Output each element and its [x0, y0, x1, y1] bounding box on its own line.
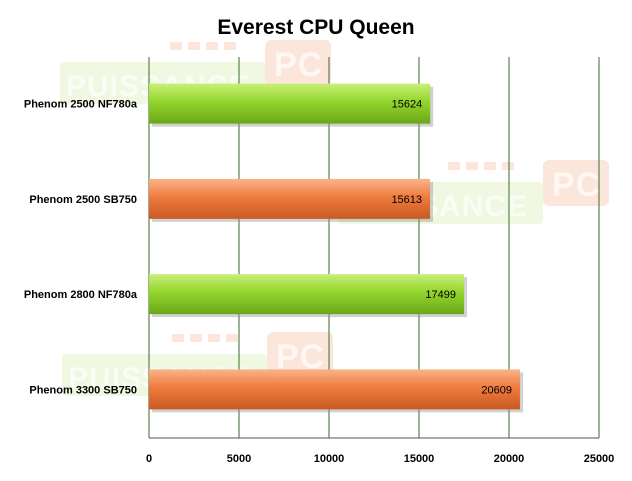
watermark-badge: PC	[274, 46, 323, 84]
chart-title: Everest CPU Queen	[217, 16, 414, 39]
category-label: Phenom 2500 SB750	[29, 194, 137, 206]
bar	[149, 83, 431, 124]
category-label: Phenom 2800 NF780a	[24, 289, 138, 301]
bar	[149, 178, 431, 219]
bar	[149, 369, 520, 410]
x-tick-label: 25000	[584, 453, 615, 465]
x-axis-ticks: 0 5000 10000 15000 20000 25000	[146, 453, 614, 465]
bar	[149, 274, 464, 315]
data-label: 17499	[425, 289, 456, 301]
bars	[149, 83, 523, 413]
x-tick-label: 15000	[404, 453, 435, 465]
data-label: 20609	[481, 384, 512, 396]
watermark-badge: PC	[552, 166, 601, 204]
x-tick-label: 10000	[314, 453, 345, 465]
category-label: Phenom 2500 NF780a	[24, 99, 138, 111]
category-labels: Phenom 2500 NF780a Phenom 2500 SB750 Pheno…	[24, 99, 138, 397]
x-tick-label: 20000	[494, 453, 525, 465]
category-label: Phenom 3300 SB750	[29, 384, 137, 396]
value-labels: 15624 15613 17499 20609	[391, 99, 512, 397]
x-tick-label: 5000	[227, 453, 251, 465]
x-tick-label: 0	[146, 453, 152, 465]
data-label: 15613	[391, 194, 422, 206]
data-label: 15624	[392, 99, 423, 111]
